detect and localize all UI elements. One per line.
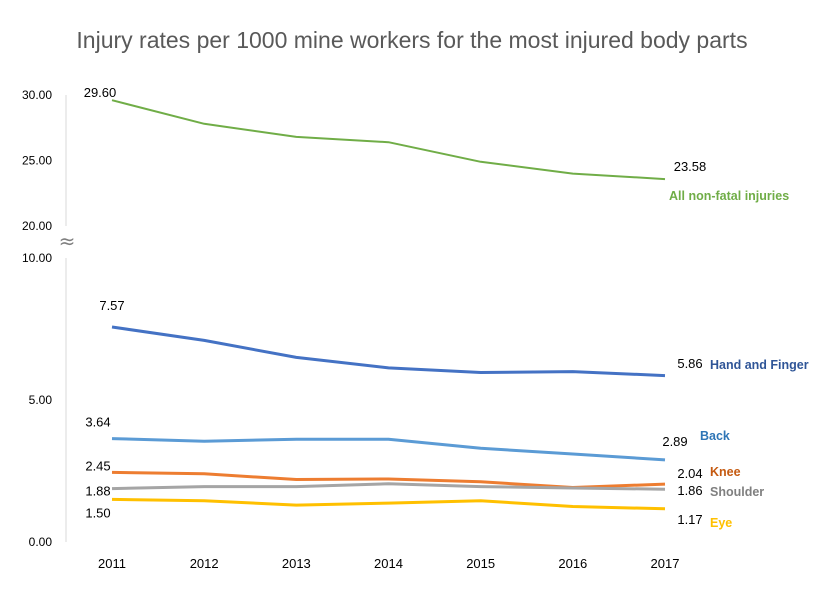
x-tick-label: 2016 — [558, 556, 587, 571]
data-label-end: 1.86 — [677, 483, 702, 498]
x-tick-label: 2017 — [651, 556, 680, 571]
x-tick-label: 2013 — [282, 556, 311, 571]
y-tick-label: 5.00 — [29, 393, 53, 407]
data-label-end: 23.58 — [674, 159, 707, 174]
data-label-end: 2.89 — [662, 434, 687, 449]
series-name-label: Eye — [710, 516, 732, 530]
x-tick-label: 2011 — [98, 556, 126, 571]
data-labels: 29.60 23.58 All non-fatal injuries 7.57 5.86… — [84, 85, 809, 530]
chart-title: Injury rates per 1000 mine workers for t… — [76, 27, 748, 53]
series-line-all-non-fatal-injuries — [111, 99, 666, 181]
y-tick-label: 10.00 — [22, 251, 52, 265]
series-name-label: Hand and Finger — [710, 358, 809, 372]
data-label-start: 2.45 — [85, 458, 110, 473]
data-label-end: 1.17 — [677, 512, 702, 527]
series-name-label: Knee — [710, 465, 741, 479]
series-name-label: Back — [700, 429, 730, 443]
y-tick-label: 30.00 — [22, 88, 52, 102]
data-label-end: 5.86 — [677, 356, 702, 371]
series-line-back — [111, 437, 666, 462]
x-tick-label: 2014 — [374, 556, 403, 571]
y-tick-label: 25.00 — [22, 154, 52, 168]
data-label-start: 1.88 — [85, 484, 110, 499]
series-line-shoulder — [111, 482, 666, 491]
data-label-start: 7.57 — [99, 298, 124, 313]
axes: ≈20.00 25.00 30.00 0.00 5.00 10.00 2011 2012 201… — [22, 88, 679, 571]
series-line-eye — [111, 497, 666, 511]
data-label-start: 3.64 — [85, 415, 110, 430]
data-label-end: 2.04 — [677, 466, 702, 481]
y-tick-label: 20.00 — [22, 219, 52, 233]
x-tick-label: 2015 — [466, 556, 495, 571]
series-line-hand-and-finger — [111, 325, 666, 378]
series-name-label: All non-fatal injuries — [669, 189, 789, 203]
data-label-start: 29.60 — [84, 85, 117, 100]
y-tick-label: 0.00 — [29, 535, 53, 549]
series-name-label: Shoulder — [710, 485, 764, 499]
axis-break-symbol: ≈ — [59, 229, 76, 253]
data-label-start: 1.50 — [85, 505, 110, 520]
series-lines — [111, 99, 666, 511]
x-tick-label: 2012 — [190, 556, 219, 571]
